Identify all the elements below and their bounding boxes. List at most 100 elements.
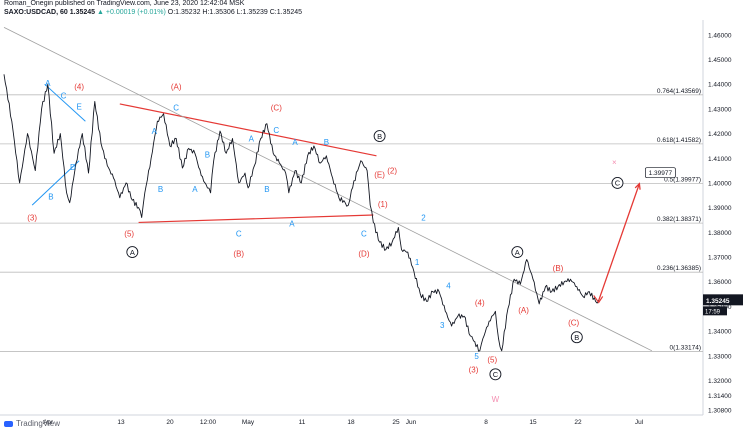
time-tick-0: Apr [43, 419, 54, 426]
wave-label-30: 4 [446, 281, 451, 290]
ohlc-values: O:1.35232 H:1.35306 L:1.35239 C:1.35245 [167, 9, 303, 16]
wave-label-17: A [292, 138, 298, 147]
price-tick-5: 1.41000 [708, 156, 732, 163]
wave-label-31: 3 [440, 321, 445, 330]
wave-label-2: E [76, 102, 81, 111]
footer-brand: TradingView [4, 419, 60, 428]
time-tick-5: 11 [299, 419, 306, 426]
price-tick-4: 1.42000 [708, 131, 732, 138]
wave-label-24: (1) [378, 200, 388, 209]
price-tick-2: 1.44000 [708, 82, 732, 89]
target-label-box [645, 167, 676, 179]
current-price-tag [703, 294, 743, 306]
price-tick-0: 1.46000 [708, 32, 732, 39]
circled-wave-label-0: A [130, 248, 135, 257]
price-tick-6: 1.40000 [708, 180, 732, 187]
wave-label-14: (C) [271, 104, 282, 113]
wave-label-8: C [173, 104, 179, 113]
symbol-name: SAXO:USDCAD, 60 [4, 9, 68, 16]
time-tick-7: 25 [392, 419, 400, 426]
trendline-upper [119, 103, 377, 157]
wave-label-6: (3) [27, 214, 37, 223]
circled-wave-ring-2 [511, 246, 524, 259]
time-tick-9: 8 [484, 419, 488, 426]
wave-label-25: C [361, 230, 367, 239]
wave-label-27: (5) [124, 230, 134, 239]
wave-label-36: W [492, 395, 500, 404]
wave-label-0: A [45, 79, 51, 88]
wave-label-11: B [158, 185, 163, 194]
wave-label-22: (E) [374, 170, 385, 179]
tradingview-logo-icon [4, 420, 13, 427]
price-tick-3: 1.43000 [708, 106, 732, 113]
time-tick-6: 18 [347, 419, 355, 426]
wave-label-37: (A) [518, 306, 529, 315]
countdown-tag [703, 306, 727, 316]
trendlines [3, 27, 653, 352]
fib-label-4: 0.236(1.36385) [657, 265, 701, 272]
circled-wave-ring-4 [570, 331, 583, 344]
price-tick-1: 1.45000 [708, 57, 732, 64]
circled-wave-ring-0 [126, 246, 139, 259]
wave-label-23: (2) [387, 167, 397, 176]
price-tick-10: 1.36000 [708, 279, 732, 286]
wave-label-20: A [289, 220, 295, 229]
wave-label-7: (A) [171, 83, 182, 92]
wave-label-15: C [273, 126, 279, 135]
last-price: 1.35245 [69, 9, 96, 16]
wave-label-29: 1 [415, 258, 420, 267]
time-tick-4: May [242, 419, 255, 426]
fib-label-3: 0.382(1.38371) [657, 216, 701, 223]
brand-name: TradingView [16, 419, 61, 428]
price-tick-12: 1.34000 [708, 329, 732, 336]
wave-label-5: (4) [74, 83, 84, 92]
wave-label-12: A [192, 185, 198, 194]
price-tick-8: 1.38000 [708, 230, 732, 237]
current-price-label: 1.35245 [706, 298, 730, 305]
wave-label-18: C [236, 230, 242, 239]
wave-label-34: (5) [487, 355, 497, 364]
wave-label-33: 5 [474, 352, 479, 361]
price-tick-15: 1.31400 [708, 393, 732, 400]
projection-arrow-head [634, 182, 641, 190]
circled-wave-ring-5 [611, 176, 624, 189]
price-tick-7: 1.39000 [708, 205, 732, 212]
time-tick-11: 22 [574, 419, 582, 426]
wave-label-4: B [48, 193, 53, 202]
projection-start-mark [593, 295, 604, 304]
time-tick-12: Jul [635, 419, 644, 426]
fib-label-2: 0.5(1.39977) [664, 177, 701, 184]
trendline-diagonal [3, 27, 653, 352]
wave-label-9: A [152, 127, 158, 136]
time-axis: Apr 13 20 12:00 May 11 18 25 Jun 8 15 22 Jul [43, 419, 644, 426]
time-tick-10: 15 [529, 419, 537, 426]
wave-label-1: C [61, 91, 67, 100]
fib-label-1: 0.618(1.41582) [657, 137, 701, 144]
wave-label-19: (B) [233, 249, 244, 258]
wave-label-16: B [264, 185, 269, 194]
price-tick-16: 1.30800 [708, 408, 732, 415]
circled-wave-label-5: C [615, 179, 621, 188]
time-tick-2: 20 [166, 419, 174, 426]
price-line [3, 74, 600, 352]
time-tick-3: 12:00 [200, 419, 217, 426]
time-tick-1: 13 [117, 419, 125, 426]
price-change: ▲ +0.00019 (+0.01%) [97, 9, 166, 16]
circled-wave-ring-3 [489, 368, 502, 381]
price-tick-14: 1.32000 [708, 378, 732, 385]
countdown-label: 17:59 [705, 309, 721, 315]
wave-label-26: (D) [358, 249, 369, 258]
wave-label-21: B [324, 138, 329, 147]
wave-label-32: (4) [475, 299, 485, 308]
circled-wave-label-1: B [377, 132, 382, 141]
wave-label-38: (B) [553, 264, 564, 273]
wave-label-39: (C) [568, 318, 579, 327]
projection-line [598, 183, 641, 301]
price-tick-9: 1.37000 [708, 255, 732, 262]
wave-label-3: D [70, 163, 76, 172]
wave-label-28: 2 [421, 214, 426, 223]
wave-label-13: A [249, 135, 255, 144]
circled-wave-label-4: B [574, 333, 579, 342]
